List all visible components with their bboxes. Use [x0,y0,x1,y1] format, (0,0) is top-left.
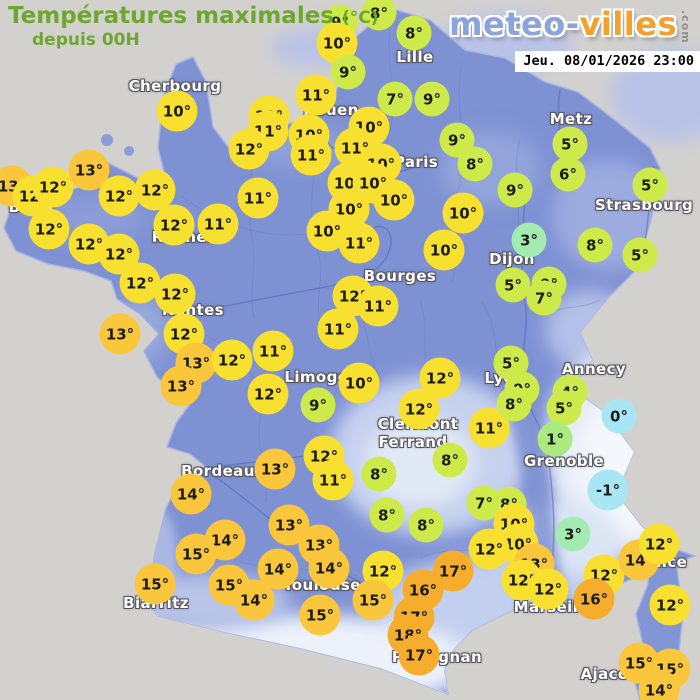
page-title: Températures maximales (°C) [8,3,379,29]
temp-bubble: 14° [638,669,680,700]
datetime-badge: Jeu. 08/01/2026 23:00 [515,51,700,72]
temp-bubble: 10° [442,192,484,234]
temp-bubble: 10° [338,362,380,404]
city-label: Bordeaux [181,462,265,480]
temp-bubble: 11° [237,177,279,219]
temp-bubble: 8° [457,146,493,182]
temp-bubble: 12° [28,208,70,250]
temp-bubble: 10° [373,179,415,221]
temp-bubble: 9° [414,81,450,117]
temp-bubble: 11° [252,330,294,372]
temp-bubble: 3° [511,222,547,258]
city-label: Grenoble [523,452,605,470]
temp-bubble: 11° [338,222,380,264]
temp-bubble: 14° [233,579,275,621]
temp-bubble: 15° [352,579,394,621]
temp-bubble: 12° [153,204,195,246]
temp-bubble: 12° [649,584,691,626]
temp-bubble: 13° [99,313,141,355]
temp-bubble: 5° [622,237,658,273]
title-block: Températures maximales (°C) depuis 00H [8,3,379,50]
temp-bubble: 11° [312,459,354,501]
temp-bubble: 14° [257,548,299,590]
city-label: Paris [393,153,439,171]
temp-bubble: 9° [300,387,336,423]
temp-bubble: 12° [247,373,289,415]
city-label: Metz [549,110,593,128]
title-text: Températures maximales [8,3,334,29]
city-label: Strasbourg [594,196,694,214]
temp-bubble: 13° [160,365,202,407]
temp-bubble: 11° [290,134,332,176]
temp-bubble: -1° [587,469,629,511]
temp-bubble: 8° [408,507,444,543]
temp-bubble: 8° [361,0,397,31]
temp-bubble: 6° [550,156,586,192]
logo-suffix-com: .com [679,10,692,44]
temp-bubble: 8° [396,15,432,51]
temp-bubble: 12° [228,128,270,170]
temp-bubble: 10° [156,90,198,132]
meteo-villes-logo[interactable]: meteo-villes .com [449,5,692,44]
temp-bubble: 16° [573,578,615,620]
city-label: Ferrand [378,433,448,451]
temp-bubble: 11° [357,285,399,327]
temp-bubble: 12° [119,262,161,304]
temp-bubble: 14° [170,473,212,515]
page-subtitle: depuis 00H [32,30,140,50]
temp-bubble: 12° [362,550,404,592]
temp-bubble: 10° [423,229,465,271]
logo-part-meteo: meteo- [449,5,580,43]
temp-bubble: 7° [526,280,562,316]
temp-bubble: 5° [546,390,582,426]
temp-bubble: 15° [299,594,341,636]
temp-bubble: 12° [32,166,74,208]
temp-bubble: 8° [369,497,405,533]
city-label: Annecy [561,360,627,378]
temp-bubble: 13° [68,149,110,191]
temp-bubble: 9° [497,172,533,208]
title-unit: (°C) [342,8,379,28]
city-label: Lille [396,48,434,66]
temp-bubble: 12° [98,175,140,217]
temp-bubble: 8° [496,386,532,422]
temp-bubble: 12° [527,568,569,610]
temp-bubble: 8° [432,442,468,478]
temp-bubble: 13° [254,448,296,490]
temp-bubble: 3° [555,516,591,552]
temp-bubble: 12° [398,388,440,430]
temp-bubble: 9° [330,54,366,90]
temp-bubble: 12° [211,339,253,381]
temp-bubble: 11° [197,203,239,245]
temp-bubble: 15° [175,533,217,575]
temp-bubble: 8° [361,456,397,492]
temp-bubble: 17° [398,634,440,676]
temp-bubble: 11° [295,74,337,116]
temp-bubble: 0° [601,398,637,434]
temp-bubble: 12° [468,528,510,570]
temp-bubble: 5° [632,167,668,203]
logo-part-villes: villes [579,5,677,43]
temp-bubble: 5° [495,267,531,303]
temp-bubble: 5° [552,126,588,162]
temp-bubble: 12° [134,169,176,211]
temp-bubble: 1° [537,421,573,457]
temp-bubble: 12° [154,273,196,315]
temp-bubble: 12° [638,523,680,565]
city-label: Cherbourg [128,77,222,95]
temp-bubble: 7° [377,81,413,117]
temp-bubble: 17° [432,550,474,592]
city-label: Bourges [363,267,437,285]
temp-bubble: 14° [308,547,350,589]
temp-bubble: 15° [134,563,176,605]
temp-bubble: 8° [577,227,613,263]
